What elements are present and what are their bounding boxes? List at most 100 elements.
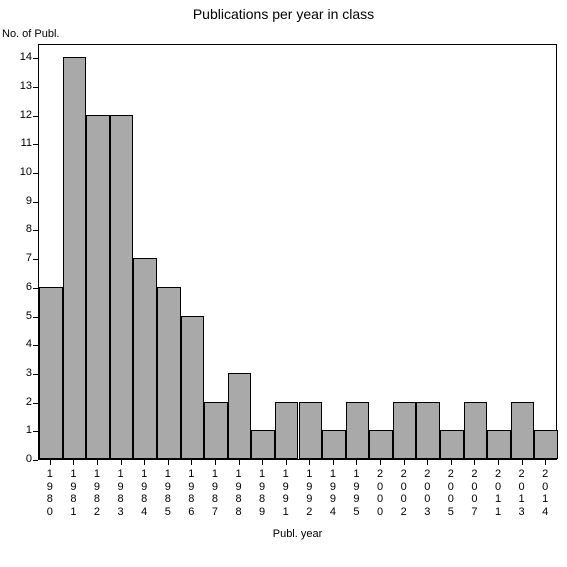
y-tick-mark: [33, 116, 38, 117]
bar: [157, 287, 181, 459]
x-tick-label: 2005: [445, 468, 457, 519]
bar: [346, 402, 370, 459]
x-tick-mark: [121, 460, 122, 465]
x-axis-label: Publ. year: [38, 528, 557, 540]
bar: [299, 402, 323, 459]
publications-chart: Publications per year in class No. of Pu…: [0, 0, 567, 567]
y-tick-label: 0: [8, 453, 32, 465]
x-tick-label: 2003: [421, 468, 433, 519]
x-tick-mark: [50, 460, 51, 465]
y-tick-mark: [33, 173, 38, 174]
y-tick-mark: [33, 345, 38, 346]
y-tick-label: 7: [8, 252, 32, 264]
x-tick-label: 2000: [374, 468, 386, 519]
y-tick-mark: [33, 87, 38, 88]
x-tick-mark: [144, 460, 145, 465]
y-tick-mark: [33, 288, 38, 289]
x-tick-mark: [474, 460, 475, 465]
x-tick-mark: [498, 460, 499, 465]
x-tick-mark: [545, 460, 546, 465]
bar: [63, 57, 87, 459]
y-tick-label: 8: [8, 223, 32, 235]
x-tick-label: 1982: [91, 468, 103, 519]
x-tick-mark: [404, 460, 405, 465]
x-tick-mark: [215, 460, 216, 465]
y-tick-label: 1: [8, 424, 32, 436]
x-tick-mark: [333, 460, 334, 465]
y-tick-mark: [33, 374, 38, 375]
x-tick-label: 2007: [468, 468, 480, 519]
x-tick-mark: [97, 460, 98, 465]
x-tick-mark: [451, 460, 452, 465]
x-tick-label: 1991: [280, 468, 292, 519]
x-tick-mark: [309, 460, 310, 465]
x-tick-mark: [262, 460, 263, 465]
bar: [534, 430, 558, 459]
y-tick-label: 11: [8, 137, 32, 149]
y-tick-mark: [33, 259, 38, 260]
x-tick-mark: [73, 460, 74, 465]
x-tick-label: 1987: [209, 468, 221, 519]
bar: [511, 402, 535, 459]
x-tick-mark: [522, 460, 523, 465]
x-tick-label: 1986: [185, 468, 197, 519]
y-tick-label: 14: [8, 51, 32, 63]
bar: [464, 402, 488, 459]
x-tick-mark: [356, 460, 357, 465]
x-tick-label: 2002: [398, 468, 410, 519]
y-tick-mark: [33, 58, 38, 59]
x-tick-label: 1988: [233, 468, 245, 519]
x-tick-label: 1985: [162, 468, 174, 519]
y-tick-label: 5: [8, 310, 32, 322]
y-tick-label: 10: [8, 166, 32, 178]
x-tick-label: 1995: [350, 468, 362, 519]
y-tick-mark: [33, 403, 38, 404]
bar: [440, 430, 464, 459]
y-axis-label: No. of Publ.: [2, 28, 59, 40]
y-tick-label: 12: [8, 109, 32, 121]
bar: [275, 402, 299, 459]
y-tick-label: 2: [8, 396, 32, 408]
y-tick-mark: [33, 230, 38, 231]
y-tick-label: 4: [8, 338, 32, 350]
bar: [322, 430, 346, 459]
y-tick-mark: [33, 460, 38, 461]
x-tick-label: 1989: [256, 468, 268, 519]
plot-area: [38, 44, 557, 460]
x-tick-label: 1984: [138, 468, 150, 519]
y-tick-mark: [33, 144, 38, 145]
bar: [251, 430, 275, 459]
bar: [133, 258, 157, 459]
y-tick-label: 9: [8, 195, 32, 207]
bar: [393, 402, 417, 459]
x-tick-label: 1980: [44, 468, 56, 519]
x-tick-mark: [427, 460, 428, 465]
x-tick-label: 1992: [303, 468, 315, 519]
x-tick-mark: [168, 460, 169, 465]
x-tick-mark: [191, 460, 192, 465]
x-tick-mark: [380, 460, 381, 465]
bar: [204, 402, 228, 459]
x-tick-label: 1981: [67, 468, 79, 519]
bar: [39, 287, 63, 459]
chart-title: Publications per year in class: [0, 6, 567, 22]
bar: [416, 402, 440, 459]
bar: [86, 115, 110, 459]
y-tick-mark: [33, 431, 38, 432]
x-tick-mark: [239, 460, 240, 465]
y-tick-mark: [33, 317, 38, 318]
x-tick-label: 1994: [327, 468, 339, 519]
x-tick-label: 2013: [516, 468, 528, 519]
bar: [487, 430, 511, 459]
bar: [181, 316, 205, 459]
x-tick-label: 2011: [492, 468, 504, 519]
bar: [110, 115, 134, 459]
y-tick-mark: [33, 202, 38, 203]
bar: [228, 373, 252, 459]
y-tick-label: 13: [8, 80, 32, 92]
y-tick-label: 6: [8, 281, 32, 293]
y-tick-label: 3: [8, 367, 32, 379]
x-tick-mark: [286, 460, 287, 465]
bar: [369, 430, 393, 459]
x-tick-label: 1983: [115, 468, 127, 519]
